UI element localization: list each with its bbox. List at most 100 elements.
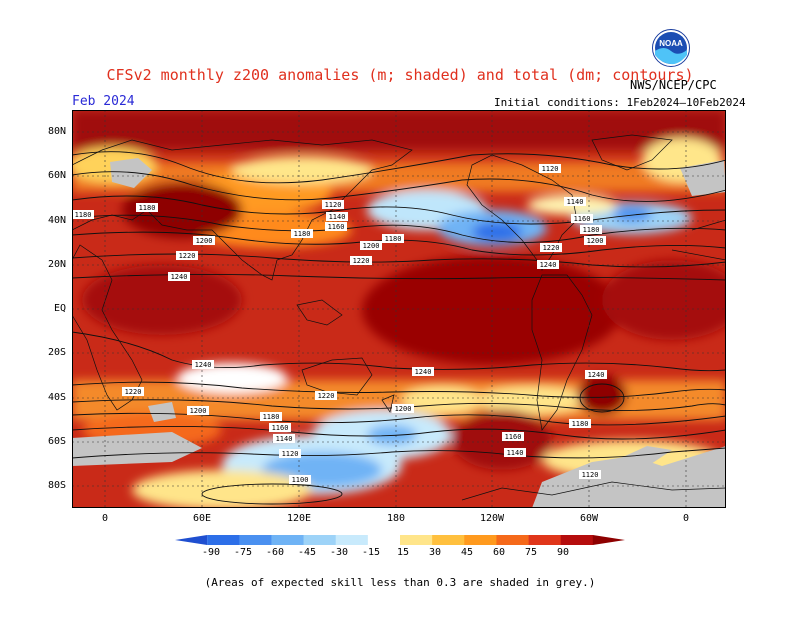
lon-label: 120E [286,513,312,524]
contour-label: 1140 [564,197,586,206]
colorbar-label: 75 [524,547,538,558]
svg-text:1160: 1160 [328,223,345,231]
contour-label: 1100 [289,475,311,484]
svg-text:1180: 1180 [583,226,600,234]
lat-label: 20S [47,347,66,358]
lat-label: 40S [47,392,66,403]
contour-label: 1120 [579,470,601,479]
lon-label: 60E [192,513,212,524]
svg-text:1200: 1200 [196,237,213,245]
contour-label: 1200 [187,406,209,415]
colorbar-label: -15 [361,547,381,558]
svg-text:1120: 1120 [325,201,342,209]
svg-text:1160: 1160 [505,433,522,441]
colorbar-label: -30 [329,547,349,558]
contour-label: 1240 [168,272,190,281]
footnote: (Areas of expected skill less than 0.3 a… [204,576,596,589]
colorbar-swatch [528,535,562,545]
svg-text:1180: 1180 [385,235,402,243]
contour-labels: 1120 1140 1160 1180 1200 1220 1240 1180 … [72,164,607,484]
map-frame [72,110,726,508]
colorbar-label: 45 [460,547,474,558]
contour-label: 1140 [273,434,295,443]
contour-label: 1240 [412,367,434,376]
contour-label: 1140 [504,448,526,457]
lon-label: 0 [101,513,109,524]
svg-text:1180: 1180 [294,230,311,238]
contour-label: 1200 [193,236,215,245]
svg-text:1140: 1140 [507,449,524,457]
contour-label: 1240 [585,370,607,379]
colorbar-swatch [207,535,240,545]
svg-text:1140: 1140 [276,435,293,443]
contour-label: 1160 [571,214,593,223]
svg-text:1240: 1240 [588,371,605,379]
contour-label: 1180 [382,234,404,243]
lat-label: 20N [47,259,66,270]
contour-label: 1140 [326,212,348,221]
colorbar-swatch [464,535,497,545]
colorbar-swatch [496,535,529,545]
svg-text:1200: 1200 [587,237,604,245]
contour-label: 1180 [569,419,591,428]
contour-label: 1120 [322,200,344,209]
svg-text:1240: 1240 [540,261,557,269]
contour-label: 1160 [502,432,524,441]
lat-lon-grid [72,110,726,508]
colorbar-swatch [560,535,594,545]
source-label: NWS/NCEP/CPC [630,78,717,92]
colorbar-swatch [271,535,304,545]
svg-text:1120: 1120 [582,471,599,479]
lon-label: 60W [579,513,599,524]
contour-label: 1180 [291,229,313,238]
low-skill-areas [72,158,726,508]
svg-text:1220: 1220 [543,244,560,252]
svg-text:1220: 1220 [318,392,335,400]
anomaly-map: 1120 1140 1160 1180 1200 1220 1240 1180 … [72,110,726,508]
contour-label: 1180 [260,412,282,421]
height-contours [72,151,726,505]
svg-text:1220: 1220 [179,252,196,260]
svg-text:1220: 1220 [125,388,142,396]
svg-text:1120: 1120 [542,165,559,173]
contour-label: 1200 [584,236,606,245]
month-label: Feb 2024 [72,94,135,109]
colorbar-swatch [432,535,465,545]
contour-label: 1120 [539,164,561,173]
colorbar-swatch [400,535,433,545]
colorbar-label: 30 [428,547,442,558]
contour-label: 1180 [72,210,94,219]
colorbar-swatch [239,535,272,545]
svg-text:1200: 1200 [363,242,380,250]
svg-text:1160: 1160 [272,424,289,432]
contour-label: 1240 [192,360,214,369]
colorbar-label: -45 [297,547,317,558]
svg-text:1220: 1220 [353,257,370,265]
colorbar-swatch [303,535,337,545]
lat-label: 60S [47,436,66,447]
logo-text: NOAA [659,39,683,48]
colorbar-swatch [367,535,401,545]
svg-text:1180: 1180 [139,204,156,212]
svg-text:1180: 1180 [572,420,589,428]
contour-label: 1160 [325,222,347,231]
colorbar-label: -90 [201,547,221,558]
svg-text:1140: 1140 [567,198,584,206]
noaa-logo: NOAA [652,29,690,67]
colorbar-label: 60 [492,547,506,558]
lat-label: EQ [53,303,66,314]
contour-label: 1200 [360,241,382,250]
svg-text:1240: 1240 [171,273,188,281]
colorbar-swatch [592,535,625,545]
colorbar-swatch [335,535,369,545]
svg-text:1240: 1240 [195,361,212,369]
contour-label: 1180 [136,203,158,212]
svg-text:1200: 1200 [190,407,207,415]
lon-label: 120W [479,513,505,524]
colorbar [175,535,625,545]
initial-conditions: Initial conditions: 1Feb2024–10Feb2024 [494,96,746,109]
contour-label: 1220 [540,243,562,252]
contour-label: 1200 [392,404,414,413]
chart-title: CFSv2 monthly z200 anomalies (m; shaded)… [106,66,694,84]
contour-label: 1220 [176,251,198,260]
